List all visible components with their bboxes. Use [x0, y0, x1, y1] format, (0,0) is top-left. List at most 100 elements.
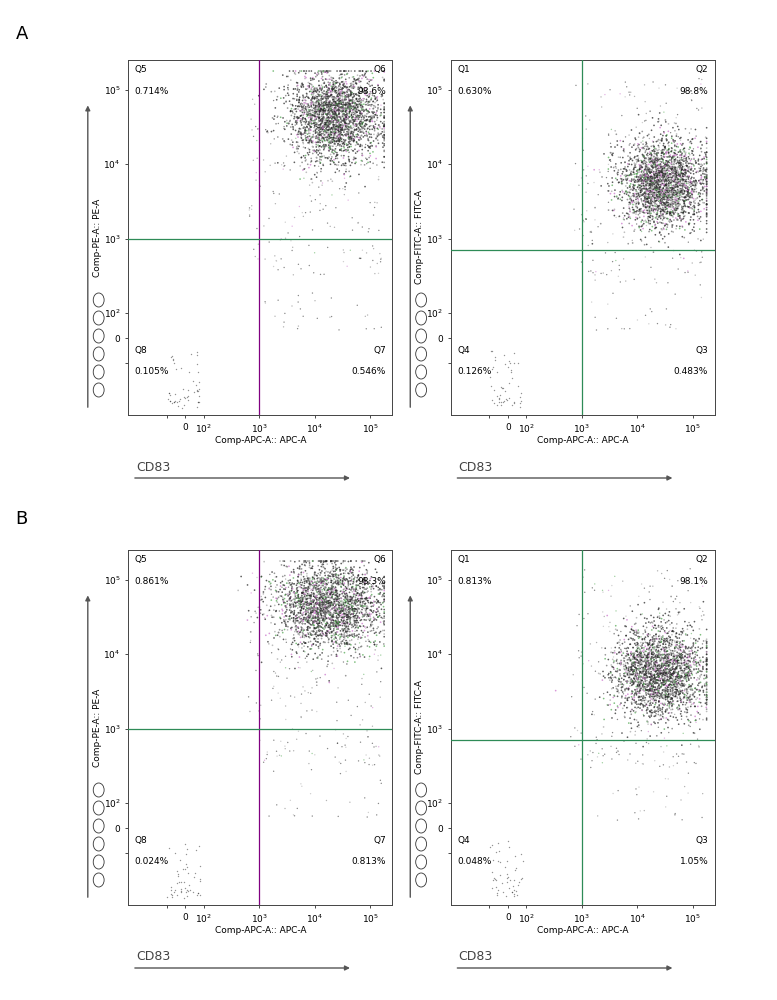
Point	[338, 134, 350, 150]
Point	[300, 96, 312, 112]
Point	[319, 89, 331, 105]
Point	[252, 251, 264, 267]
Point	[322, 593, 335, 609]
Point	[660, 201, 673, 217]
Point	[674, 673, 687, 689]
Point	[322, 149, 335, 165]
Point	[697, 162, 709, 178]
Point	[649, 692, 661, 708]
Point	[688, 200, 701, 216]
Point	[629, 637, 642, 653]
Point	[243, 200, 256, 216]
Point	[317, 559, 329, 575]
Point	[328, 631, 340, 647]
Point	[294, 695, 307, 711]
Point	[608, 208, 621, 224]
Point	[305, 596, 318, 612]
Point	[612, 783, 625, 799]
Point	[334, 574, 347, 590]
Point	[316, 596, 329, 612]
Point	[312, 583, 325, 599]
Point	[347, 565, 359, 581]
Point	[308, 603, 321, 619]
Point	[644, 213, 657, 229]
Point	[298, 683, 311, 699]
Point	[330, 133, 343, 149]
Point	[660, 95, 672, 111]
Point	[678, 203, 691, 219]
Point	[664, 759, 676, 775]
Point	[350, 611, 363, 627]
Point	[660, 181, 673, 197]
Point	[639, 648, 652, 664]
Point	[514, 385, 527, 401]
Point	[659, 235, 671, 251]
Point	[646, 191, 658, 207]
Point	[652, 167, 664, 183]
Point	[315, 132, 328, 148]
Point	[663, 695, 675, 711]
Point	[320, 63, 333, 79]
Point	[346, 132, 358, 148]
Point	[674, 682, 686, 698]
Point	[337, 621, 350, 637]
Point	[308, 80, 321, 96]
Point	[651, 175, 664, 191]
Point	[317, 97, 329, 113]
Point	[317, 570, 329, 586]
Point	[695, 134, 707, 150]
Point	[649, 271, 661, 287]
Point	[598, 146, 610, 162]
Point	[662, 649, 674, 665]
Point	[311, 153, 323, 169]
Point	[272, 624, 284, 640]
Point	[660, 205, 673, 221]
Point	[364, 112, 377, 128]
Point	[312, 122, 325, 138]
Point	[340, 66, 353, 82]
Point	[315, 152, 327, 168]
Point	[359, 595, 371, 611]
Point	[510, 887, 523, 903]
Point	[641, 648, 653, 664]
Point	[284, 586, 296, 602]
Point	[661, 203, 674, 219]
Point	[282, 115, 294, 131]
Point	[323, 93, 336, 109]
Point	[320, 92, 333, 108]
Point	[377, 578, 389, 594]
Point	[642, 148, 654, 164]
Point	[318, 74, 330, 90]
Point	[291, 573, 304, 589]
Point	[686, 222, 699, 238]
Point	[340, 107, 352, 123]
Point	[657, 706, 669, 722]
Point	[693, 694, 706, 710]
Point	[326, 111, 338, 127]
Point	[325, 574, 337, 590]
Point	[644, 651, 657, 667]
Point	[685, 165, 697, 181]
Point	[323, 110, 336, 126]
Point	[356, 100, 368, 116]
Point	[339, 101, 351, 117]
Point	[656, 684, 668, 700]
Point	[350, 644, 362, 660]
Point	[675, 155, 688, 171]
Point	[647, 164, 660, 180]
Point	[634, 664, 646, 680]
Point	[317, 109, 329, 125]
Point	[354, 603, 367, 619]
Point	[315, 598, 328, 614]
Point	[682, 765, 695, 781]
Point	[357, 595, 369, 611]
Point	[324, 595, 336, 611]
Point	[315, 553, 327, 569]
Point	[692, 677, 704, 693]
Point	[628, 656, 640, 672]
Point	[361, 95, 374, 111]
Point	[653, 681, 666, 697]
Point	[674, 690, 686, 706]
Point	[368, 321, 381, 337]
Point	[658, 177, 671, 193]
